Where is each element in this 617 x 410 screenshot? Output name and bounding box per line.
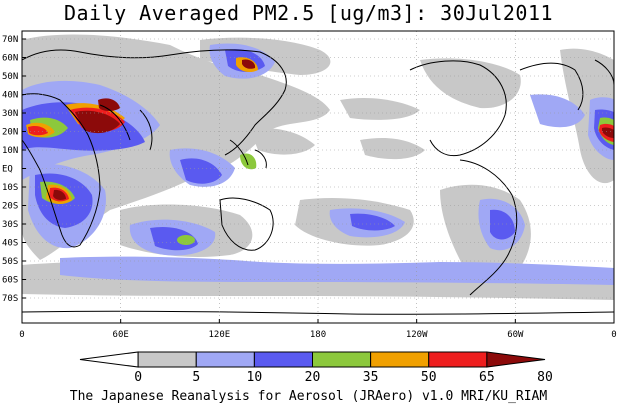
- lat-label: EQ: [2, 165, 13, 175]
- longitude-labels: 0 60E 120E 180 120W 60W 0: [19, 319, 617, 340]
- colorbar-segment: [312, 351, 372, 368]
- latitude-labels: 70N 60N 50N 40N 30N 20N 10N EQ 10S 20S 30S 40S 50S 60…: [2, 35, 26, 304]
- colorbar-label: 35: [363, 370, 379, 385]
- colorbar-label: 50: [421, 370, 437, 385]
- colorbar-segment: [195, 351, 255, 368]
- colorbar-label: 10: [247, 370, 263, 385]
- colorbar-segment: [370, 351, 430, 368]
- lon-label: 60E: [113, 330, 129, 340]
- coastlines: [22, 49, 614, 315]
- lat-label: 40N: [2, 91, 18, 101]
- field-level-dark-red: [53, 59, 614, 200]
- colorbar-label: 5: [192, 370, 200, 385]
- lat-label: 50S: [2, 257, 18, 267]
- lon-label: 0: [611, 330, 616, 340]
- map-title: Daily Averaged PM2.5 [ug/m3]: 30Jul2011: [63, 1, 554, 25]
- colorbar-label: 80: [537, 370, 553, 385]
- colorbar-segment: [428, 351, 488, 368]
- colorbar-segment: [253, 351, 313, 368]
- lon-label: 120E: [208, 330, 230, 340]
- colorbar-label: 0: [134, 370, 142, 385]
- lat-label: 70S: [2, 294, 18, 304]
- lat-label: 20S: [2, 202, 18, 212]
- colorbar-label: 65: [479, 370, 495, 385]
- colorbar-segment: [137, 351, 197, 368]
- colorbar-segment: [486, 351, 546, 368]
- lat-label: 30S: [2, 220, 18, 230]
- lat-label: 30N: [2, 109, 18, 119]
- lon-label: 0: [19, 330, 24, 340]
- lat-label: 40S: [2, 239, 18, 249]
- lat-label: 70N: [2, 35, 18, 45]
- lon-label: 120W: [406, 330, 428, 340]
- lat-label: 10S: [2, 183, 18, 193]
- lat-label: 60S: [2, 276, 18, 286]
- colorbar: 0 5 10 20 35 50 65 80: [79, 351, 553, 385]
- lon-label: 60W: [507, 330, 524, 340]
- lat-label: 60N: [2, 54, 18, 64]
- lon-label: 180: [310, 330, 326, 340]
- footer-credit: The Japanese Reanalysis for Aerosol (JRA…: [69, 389, 548, 404]
- colorbar-segment: [79, 351, 139, 368]
- lat-label: 20N: [2, 128, 18, 138]
- graticule: [22, 31, 614, 323]
- lat-label: 10N: [2, 146, 18, 156]
- colorbar-label: 20: [305, 370, 321, 385]
- lat-label: 50N: [2, 72, 18, 82]
